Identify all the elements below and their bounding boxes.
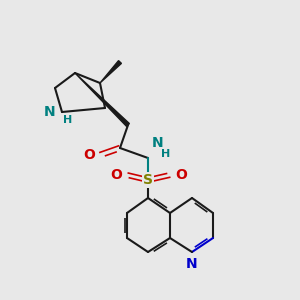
Text: S: S — [143, 173, 153, 187]
Text: N: N — [186, 257, 198, 271]
Text: O: O — [175, 168, 187, 182]
Polygon shape — [75, 73, 129, 126]
Polygon shape — [100, 61, 122, 83]
Text: N: N — [152, 136, 164, 150]
Text: O: O — [110, 168, 122, 182]
Text: H: H — [161, 149, 170, 159]
Text: H: H — [63, 115, 72, 125]
Text: O: O — [83, 148, 95, 162]
Text: N: N — [44, 105, 55, 119]
